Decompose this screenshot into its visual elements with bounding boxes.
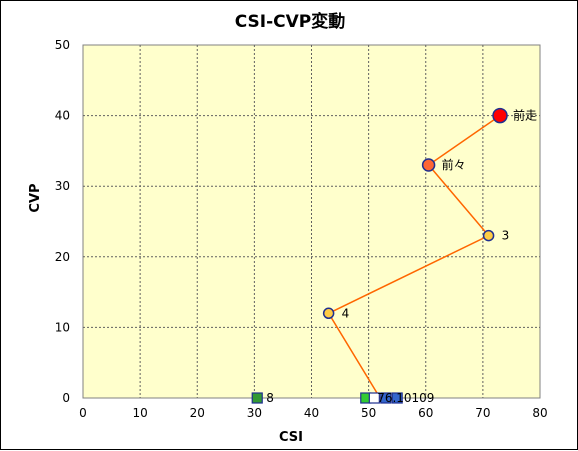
circle-marker	[492, 107, 508, 124]
x-tick-label: 30	[247, 406, 262, 420]
y-tick-label: 30	[55, 179, 70, 193]
point-label: 8	[266, 391, 274, 405]
chart-title: CSI-CVP変動	[235, 11, 346, 32]
y-tick-label: 20	[55, 250, 70, 264]
tick-labels: 0 10 20 30 40 50 60 70 80 0 10 20 30 40 50	[55, 38, 548, 420]
square-marker	[380, 392, 392, 404]
circle-marker	[421, 158, 436, 172]
circle-marker	[482, 229, 495, 242]
x-axis-title: CSI	[279, 430, 303, 445]
point-label: 前々	[442, 157, 466, 172]
x-tick-label: 20	[190, 406, 205, 420]
x-tick-label: 0	[79, 406, 87, 420]
gridlines	[83, 45, 540, 398]
x-tick-label: 80	[532, 406, 547, 420]
square-marker	[251, 392, 263, 404]
y-tick-label: 10	[55, 320, 70, 334]
x-tick-label: 40	[304, 406, 319, 420]
y-tick-label: 50	[55, 38, 70, 52]
y-tick-label: 40	[55, 109, 70, 123]
x-tick-label: 70	[475, 406, 490, 420]
circle-marker	[322, 307, 335, 320]
point-label: 3	[502, 229, 510, 243]
x-tick-label: 10	[132, 406, 147, 420]
square-marker	[391, 392, 403, 404]
x-tick-label: 60	[418, 406, 433, 420]
overlap-point-label: 76.10109	[377, 391, 434, 405]
y-axis-title: CVP	[28, 183, 43, 212]
point-label: 4	[342, 306, 350, 320]
x-tick-label: 50	[361, 406, 376, 420]
square-marker	[368, 392, 380, 404]
y-tick-label: 0	[62, 391, 70, 405]
point-label: 前走	[513, 108, 537, 123]
